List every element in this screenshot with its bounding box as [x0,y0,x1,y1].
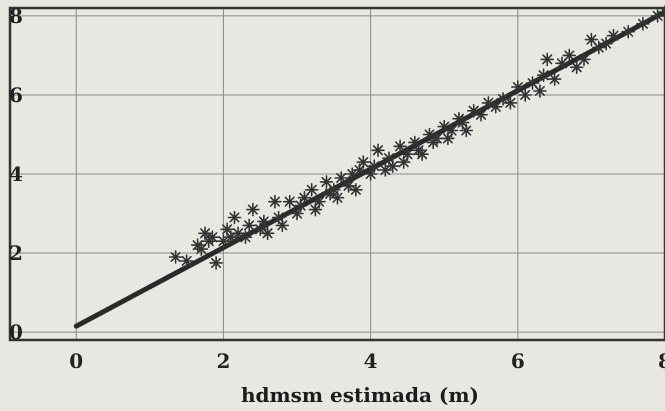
y-tick-label-8: 8 [9,4,23,28]
data-point [227,210,242,225]
data-point [341,179,356,193]
data-point [437,119,451,134]
data-points [168,5,665,270]
data-point [378,163,393,177]
data-point [209,256,223,270]
data-point [569,60,584,75]
data-point [168,250,183,264]
data-point [371,143,385,158]
data-point [636,17,650,31]
data-point [238,230,253,244]
y-tick-label-6: 6 [9,83,23,107]
data-point [562,48,577,63]
data-point [481,96,496,110]
data-point [400,147,415,161]
x-tick-label-4: 4 [364,349,378,373]
data-point [253,222,267,237]
data-point [415,147,429,161]
data-point [555,56,569,71]
data-point [242,218,256,233]
data-point [293,198,308,213]
data-point [282,194,297,209]
data-point [345,167,359,181]
data-point [275,218,290,233]
y-tick-label-4: 4 [9,162,23,186]
data-point [606,28,621,43]
data-point [367,159,382,173]
data-point [216,234,231,248]
data-point [599,36,613,51]
data-point [385,159,400,173]
plot-frame [8,6,665,342]
x-tick-label-2: 2 [216,349,230,373]
data-point [621,24,635,39]
data-point [312,194,326,209]
data-point [393,139,407,154]
data-point [444,123,459,138]
data-point [304,183,319,197]
data-point [525,76,540,90]
y-tick-label-0: 0 [9,320,23,344]
data-point [488,100,503,114]
data-point [356,155,371,169]
data-point [496,92,510,106]
data-point [459,123,474,138]
data-point [396,155,411,169]
data-point [224,230,238,244]
y-tick-labels: 0 2 4 6 8 [9,4,23,344]
data-point [518,88,532,102]
data-point [536,68,551,82]
data-point [650,9,665,23]
data-point [408,135,422,150]
data-point [330,190,345,205]
data-point [533,84,547,98]
data-point [540,52,554,67]
data-point [290,206,304,221]
data-point [455,115,470,130]
data-point [319,175,334,189]
data-point [246,202,260,217]
x-tick-label-8: 8 [658,349,665,373]
data-point [260,226,275,241]
y-tick-label-2: 2 [9,241,23,265]
data-point [352,163,367,177]
data-point [474,107,488,122]
data-point [349,183,363,197]
data-point [584,32,599,47]
data-point [271,210,286,225]
data-point [205,230,220,244]
data-point [308,202,323,217]
data-point [297,190,312,205]
x-tick-label-6: 6 [511,349,525,373]
data-point [511,80,525,94]
data-point [334,171,348,185]
data-point [198,226,212,241]
data-point [503,96,518,110]
data-point [231,226,245,241]
data-point [577,52,591,67]
data-point [466,104,481,118]
data-point [363,167,378,181]
data-point [422,127,437,142]
data-point [592,40,606,55]
data-point [430,131,444,146]
x-tick-label-0: 0 [69,349,83,373]
data-point [382,151,396,165]
data-point [547,72,562,86]
data-point [441,131,455,146]
x-tick-labels: 0 2 4 6 8 [69,349,665,373]
x-axis-title: hdmsm estimada (m) [241,383,479,407]
data-point [194,242,209,256]
data-point [179,254,194,268]
data-point [268,194,282,209]
data-point [327,183,341,197]
data-point [220,222,234,237]
data-point [257,214,271,229]
